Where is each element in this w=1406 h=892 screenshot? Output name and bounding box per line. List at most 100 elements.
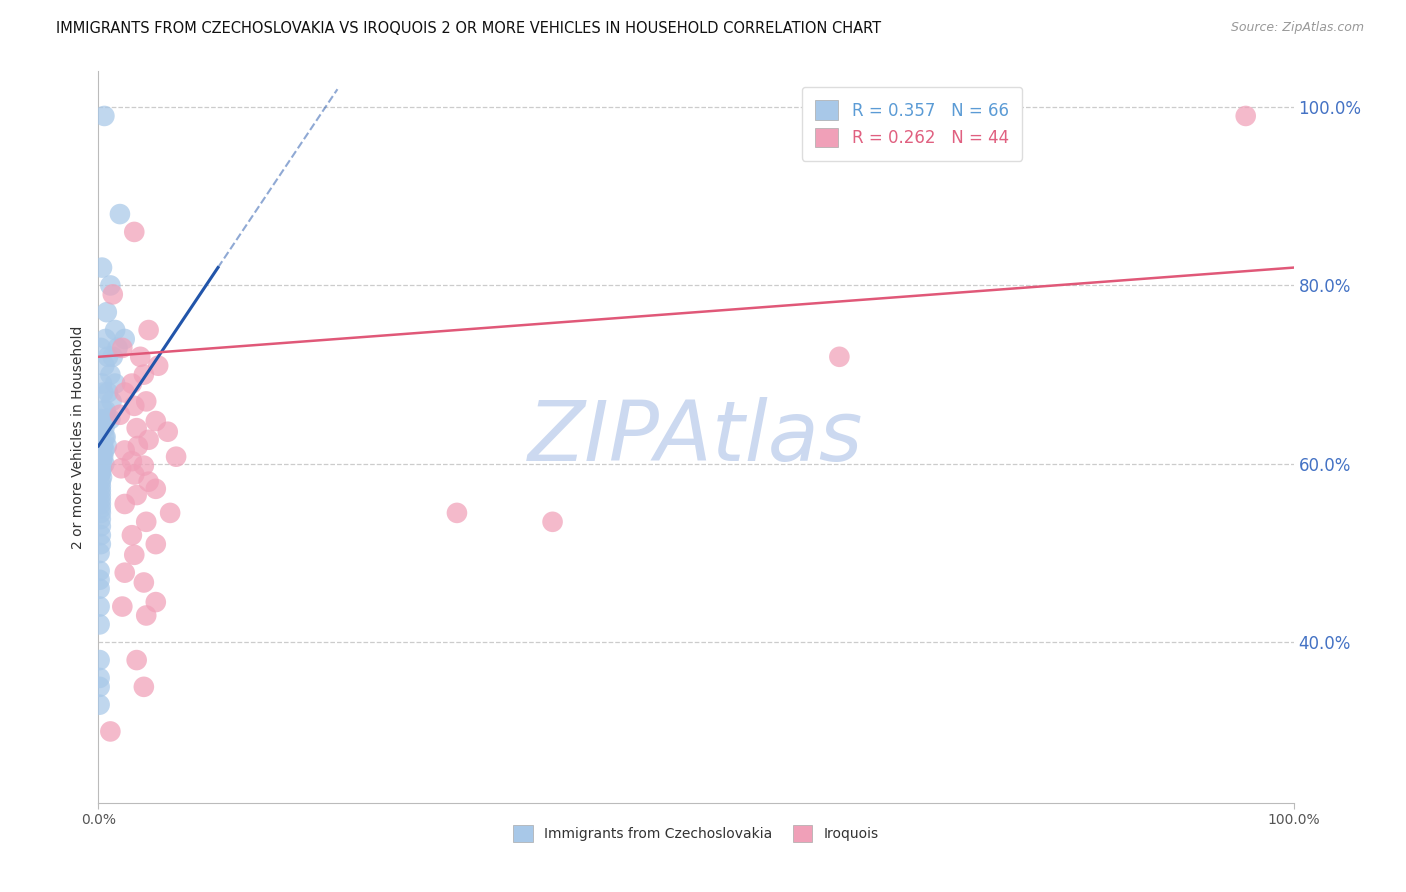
- Point: [145, 537, 167, 551]
- Point: [110, 461, 132, 475]
- Point: [165, 450, 187, 464]
- Point: [89, 671, 111, 685]
- Point: [93, 457, 115, 471]
- Point: [90, 512, 112, 526]
- Point: [114, 566, 136, 580]
- Point: [104, 376, 127, 391]
- Point: [90, 492, 112, 507]
- Text: ZIPAtlas: ZIPAtlas: [529, 397, 863, 477]
- Point: [138, 433, 160, 447]
- Text: IMMIGRANTS FROM CZECHOSLOVAKIA VS IROQUOIS 2 OR MORE VEHICLES IN HOUSEHOLD CORRE: IMMIGRANTS FROM CZECHOSLOVAKIA VS IROQUO…: [56, 21, 882, 37]
- Point: [125, 488, 148, 502]
- Point: [90, 466, 112, 480]
- Point: [90, 439, 112, 453]
- Point: [90, 475, 112, 489]
- Point: [121, 454, 143, 468]
- Point: [156, 425, 179, 439]
- Point: [135, 394, 157, 409]
- Point: [91, 260, 114, 275]
- Point: [90, 412, 112, 426]
- Point: [90, 519, 112, 533]
- Point: [124, 399, 146, 413]
- Point: [90, 466, 112, 480]
- Legend: Immigrants from Czechoslovakia, Iroquois: Immigrants from Czechoslovakia, Iroquois: [508, 820, 884, 847]
- Point: [90, 506, 112, 520]
- Point: [93, 430, 115, 444]
- Point: [90, 497, 112, 511]
- Point: [1234, 109, 1257, 123]
- Point: [90, 448, 112, 462]
- Point: [104, 323, 127, 337]
- Point: [96, 439, 118, 453]
- Point: [145, 414, 167, 428]
- Point: [124, 548, 146, 562]
- Point: [108, 207, 131, 221]
- Point: [125, 421, 148, 435]
- Point: [446, 506, 468, 520]
- Point: [107, 341, 129, 355]
- Point: [111, 341, 134, 355]
- Point: [89, 680, 111, 694]
- Point: [96, 305, 118, 319]
- Point: [121, 376, 143, 391]
- Point: [89, 653, 111, 667]
- Point: [93, 443, 115, 458]
- Point: [145, 482, 167, 496]
- Point: [91, 385, 114, 400]
- Point: [94, 332, 117, 346]
- Point: [132, 368, 155, 382]
- Point: [89, 573, 111, 587]
- Point: [828, 350, 851, 364]
- Point: [111, 599, 134, 614]
- Point: [90, 537, 112, 551]
- Point: [89, 599, 111, 614]
- Point: [148, 359, 170, 373]
- Point: [91, 439, 114, 453]
- Point: [90, 341, 112, 355]
- Point: [132, 458, 155, 473]
- Point: [91, 470, 114, 484]
- Point: [108, 408, 131, 422]
- Y-axis label: 2 or more Vehicles in Household: 2 or more Vehicles in Household: [70, 326, 84, 549]
- Text: Source: ZipAtlas.com: Source: ZipAtlas.com: [1230, 21, 1364, 35]
- Point: [94, 403, 117, 417]
- Point: [159, 506, 181, 520]
- Point: [91, 461, 114, 475]
- Point: [101, 350, 124, 364]
- Point: [93, 109, 115, 123]
- Point: [91, 421, 114, 435]
- Point: [89, 564, 111, 578]
- Point: [98, 724, 122, 739]
- Point: [114, 497, 136, 511]
- Point: [90, 501, 112, 516]
- Point: [125, 653, 148, 667]
- Point: [89, 698, 111, 712]
- Point: [91, 448, 114, 462]
- Point: [90, 488, 112, 502]
- Point: [121, 528, 143, 542]
- Point: [100, 394, 122, 409]
- Point: [91, 450, 114, 465]
- Point: [114, 385, 136, 400]
- Point: [91, 439, 114, 453]
- Point: [97, 385, 120, 400]
- Point: [90, 425, 112, 440]
- Point: [124, 467, 146, 482]
- Point: [98, 412, 122, 426]
- Point: [127, 439, 149, 453]
- Point: [93, 421, 115, 435]
- Point: [98, 278, 122, 293]
- Point: [114, 332, 136, 346]
- Point: [132, 575, 155, 590]
- Point: [541, 515, 564, 529]
- Point: [89, 617, 111, 632]
- Point: [129, 350, 152, 364]
- Point: [124, 225, 146, 239]
- Point: [97, 350, 120, 364]
- Point: [89, 546, 111, 560]
- Point: [90, 483, 112, 498]
- Point: [90, 479, 112, 493]
- Point: [96, 412, 118, 426]
- Point: [114, 443, 136, 458]
- Point: [91, 450, 114, 464]
